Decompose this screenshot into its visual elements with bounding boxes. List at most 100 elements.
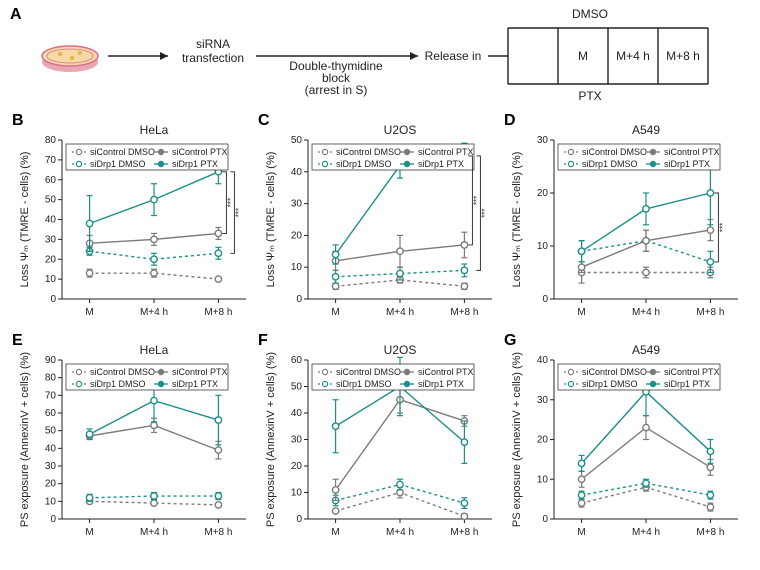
svg-text:10: 10 xyxy=(45,274,57,285)
svg-text:siControl PTX: siControl PTX xyxy=(172,367,228,377)
svg-text:siDrp1 PTX: siDrp1 PTX xyxy=(172,159,218,169)
svg-text:siControl PTX: siControl PTX xyxy=(172,147,228,157)
svg-text:80: 80 xyxy=(45,373,57,384)
svg-text:Loss Ψₘ (TMRE - cells) (%): Loss Ψₘ (TMRE - cells) (%) xyxy=(265,152,277,288)
chart-D: 0102030MM+4 hM+8 hLoss Ψₘ (TMRE - cells)… xyxy=(506,120,740,320)
svg-text:M: M xyxy=(85,307,93,318)
svg-text:PS exposure (AnnexinV + cells): PS exposure (AnnexinV + cells) (%) xyxy=(265,352,277,527)
svg-text:***: *** xyxy=(718,223,727,232)
svg-text:siDrp1 DMSO: siDrp1 DMSO xyxy=(90,159,146,169)
svg-text:50: 50 xyxy=(45,426,57,437)
label-release: Release in xyxy=(425,49,482,63)
svg-text:M+8 h: M+8 h xyxy=(204,307,232,318)
svg-text:PS exposure (AnnexinV + cells): PS exposure (AnnexinV + cells) (%) xyxy=(511,352,523,527)
svg-text:M+4 h: M+4 h xyxy=(386,307,414,318)
panel-label-B: B xyxy=(12,112,24,130)
svg-text:M+4 h: M+4 h xyxy=(140,527,168,538)
label-dtb3: (arrest in S) xyxy=(305,83,368,97)
svg-text:0: 0 xyxy=(296,294,302,305)
svg-text:10: 10 xyxy=(537,241,549,252)
svg-text:M: M xyxy=(578,49,588,63)
panel-a-schematic: siRNA transfection Double-thymidine bloc… xyxy=(28,8,728,103)
svg-text:M+8 h: M+8 h xyxy=(666,49,700,63)
svg-text:siControl PTX: siControl PTX xyxy=(418,367,474,377)
svg-text:siDrp1 DMSO: siDrp1 DMSO xyxy=(336,159,392,169)
svg-text:80: 80 xyxy=(45,135,57,146)
svg-text:M+8 h: M+8 h xyxy=(450,307,478,318)
label-dmso: DMSO xyxy=(572,8,608,21)
svg-text:40: 40 xyxy=(291,167,303,178)
svg-text:20: 20 xyxy=(45,254,57,265)
svg-text:siControl DMSO: siControl DMSO xyxy=(336,367,401,377)
svg-text:40: 40 xyxy=(537,355,549,366)
svg-text:0: 0 xyxy=(542,294,548,305)
chart-B: 01020304050607080MM+4 hM+8 hLoss Ψₘ (TMR… xyxy=(14,120,248,320)
svg-text:M+8 h: M+8 h xyxy=(696,307,724,318)
svg-text:60: 60 xyxy=(45,408,57,419)
svg-text:0: 0 xyxy=(50,294,56,305)
svg-text:HeLa: HeLa xyxy=(140,123,169,137)
panel-label-F: F xyxy=(258,332,268,350)
svg-text:40: 40 xyxy=(45,215,57,226)
svg-text:M+4 h: M+4 h xyxy=(632,527,660,538)
svg-text:siControl PTX: siControl PTX xyxy=(664,147,720,157)
svg-text:0: 0 xyxy=(296,514,302,525)
svg-text:M: M xyxy=(85,527,93,538)
svg-text:30: 30 xyxy=(45,234,57,245)
svg-text:M+4 h: M+4 h xyxy=(140,307,168,318)
svg-text:***: *** xyxy=(234,208,243,217)
petri-dish-icon xyxy=(42,46,98,72)
svg-text:siControl PTX: siControl PTX xyxy=(664,367,720,377)
svg-text:M+4 h: M+4 h xyxy=(632,307,660,318)
timepoint-box: M M+4 h M+8 h xyxy=(558,28,708,84)
svg-text:siControl DMSO: siControl DMSO xyxy=(582,367,647,377)
svg-text:M+4 h: M+4 h xyxy=(616,49,650,63)
label-sirna-1: siRNA xyxy=(196,37,230,51)
svg-text:20: 20 xyxy=(291,230,303,241)
svg-text:20: 20 xyxy=(537,435,549,446)
svg-text:M: M xyxy=(577,527,585,538)
svg-text:siControl DMSO: siControl DMSO xyxy=(90,147,155,157)
svg-text:10: 10 xyxy=(537,474,549,485)
svg-text:siDrp1 PTX: siDrp1 PTX xyxy=(664,379,710,389)
svg-text:HeLa: HeLa xyxy=(140,343,169,357)
panel-label-E: E xyxy=(12,332,23,350)
svg-text:siDrp1 DMSO: siDrp1 DMSO xyxy=(90,379,146,389)
svg-text:30: 30 xyxy=(45,461,57,472)
svg-text:M: M xyxy=(331,527,339,538)
svg-text:M+8 h: M+8 h xyxy=(696,527,724,538)
svg-text:30: 30 xyxy=(291,199,303,210)
svg-text:U2OS: U2OS xyxy=(384,123,417,137)
svg-text:siDrp1 PTX: siDrp1 PTX xyxy=(664,159,710,169)
svg-text:60: 60 xyxy=(45,175,57,186)
panel-label-C: C xyxy=(258,112,270,130)
label-sirna-2: transfection xyxy=(182,51,244,65)
svg-text:10: 10 xyxy=(45,496,57,507)
svg-text:Loss Ψₘ (TMRE - cells) (%): Loss Ψₘ (TMRE - cells) (%) xyxy=(19,152,31,288)
svg-text:30: 30 xyxy=(291,435,303,446)
svg-text:20: 20 xyxy=(537,188,549,199)
svg-text:0: 0 xyxy=(50,514,56,525)
svg-text:50: 50 xyxy=(291,135,303,146)
svg-text:siDrp1 DMSO: siDrp1 DMSO xyxy=(582,379,638,389)
svg-text:U2OS: U2OS xyxy=(384,343,417,357)
svg-text:40: 40 xyxy=(291,408,303,419)
svg-text:siDrp1 PTX: siDrp1 PTX xyxy=(418,379,464,389)
svg-text:0: 0 xyxy=(542,514,548,525)
panel-label-A: A xyxy=(10,6,22,24)
svg-text:siDrp1 DMSO: siDrp1 DMSO xyxy=(336,379,392,389)
chart-E: 0102030405060708090MM+4 hM+8 hPS exposur… xyxy=(14,340,248,540)
svg-text:PS exposure (AnnexinV + cells): PS exposure (AnnexinV + cells) (%) xyxy=(19,352,31,527)
svg-text:M+8 h: M+8 h xyxy=(204,527,232,538)
svg-text:siControl DMSO: siControl DMSO xyxy=(90,367,155,377)
svg-text:70: 70 xyxy=(45,390,57,401)
chart-F: 0102030405060MM+4 hM+8 hPS exposure (Ann… xyxy=(260,340,494,540)
svg-text:siControl PTX: siControl PTX xyxy=(418,147,474,157)
svg-text:M: M xyxy=(331,307,339,318)
svg-text:50: 50 xyxy=(291,382,303,393)
svg-text:30: 30 xyxy=(537,395,549,406)
chart-C: 01020304050MM+4 hM+8 hLoss Ψₘ (TMRE - ce… xyxy=(260,120,494,320)
svg-text:20: 20 xyxy=(45,479,57,490)
svg-text:30: 30 xyxy=(537,135,549,146)
panel-label-G: G xyxy=(504,332,516,350)
